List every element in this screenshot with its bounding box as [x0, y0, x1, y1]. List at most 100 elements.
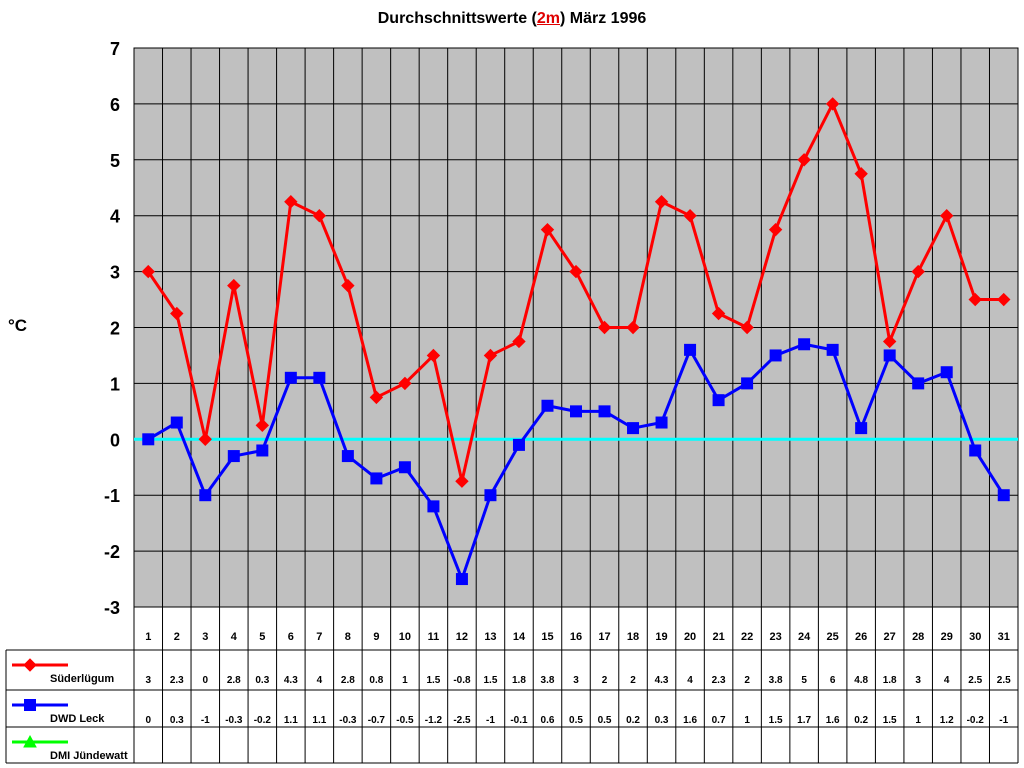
x-tick-label: 29 — [941, 631, 953, 643]
chart-title-suffix: ) März 1996 — [560, 10, 647, 27]
data-label-s-derl-gum: 2 — [630, 675, 636, 686]
data-label-s-derl-gum: 1.8 — [883, 675, 897, 686]
x-tick-label: 1 — [145, 631, 151, 643]
x-tick-label: 2 — [174, 631, 180, 643]
data-label-dwd-leck: 0 — [145, 715, 151, 726]
series-point-dwd-leck — [997, 489, 1010, 502]
series-point-dwd-leck — [541, 399, 554, 412]
data-label-dwd-leck: 1.2 — [940, 715, 954, 726]
data-label-dwd-leck: -1 — [201, 715, 210, 726]
series-point-dwd-leck — [398, 461, 411, 474]
data-label-s-derl-gum: 5 — [801, 675, 807, 686]
x-tick-label: 31 — [998, 631, 1010, 643]
series-point-s-derl-gum — [683, 208, 697, 223]
data-label-s-derl-gum: 1.5 — [426, 675, 440, 686]
series-point-dwd-leck — [940, 366, 953, 379]
series-point-dwd-leck — [798, 338, 811, 351]
series-point-s-derl-gum — [170, 306, 184, 321]
chart-title-prefix: Durchschnittswerte ( — [377, 10, 537, 27]
series-point-dwd-leck — [313, 371, 326, 384]
data-label-dwd-leck: 0.7 — [712, 715, 726, 726]
data-label-s-derl-gum: 0.3 — [255, 675, 269, 686]
series-point-s-derl-gum — [911, 264, 925, 279]
series-point-s-derl-gum — [141, 264, 155, 279]
data-label-dwd-leck: 0.3 — [170, 715, 184, 726]
y-axis-label: °C — [8, 316, 28, 335]
series-point-dwd-leck — [655, 416, 668, 429]
data-label-dwd-leck: 1.5 — [769, 715, 783, 726]
series-point-s-derl-gum — [369, 390, 384, 405]
data-label-s-derl-gum: 4 — [944, 675, 950, 686]
x-tick-label: 18 — [627, 631, 639, 643]
data-label-dwd-leck: 1.6 — [826, 715, 840, 726]
x-tick-label: 23 — [769, 631, 781, 643]
series-point-dwd-leck — [199, 489, 212, 502]
series-point-s-derl-gum — [483, 348, 498, 363]
data-label-dwd-leck: 0.5 — [569, 715, 583, 726]
series-point-dwd-leck — [627, 422, 640, 435]
x-tick-label: 12 — [456, 631, 468, 643]
x-tick-label: 17 — [598, 631, 610, 643]
data-label-s-derl-gum: 3 — [915, 675, 921, 686]
series-point-s-derl-gum — [740, 320, 754, 335]
series-point-s-derl-gum — [882, 334, 897, 349]
x-tick-label: 13 — [484, 631, 496, 643]
legend-marker-dwd-leck — [24, 699, 36, 711]
data-label-dwd-leck: 0.6 — [541, 715, 555, 726]
data-label-dwd-leck: 1.6 — [683, 715, 697, 726]
series-point-s-derl-gum — [540, 222, 555, 237]
data-label-s-derl-gum: 4.8 — [854, 675, 868, 686]
x-tick-label: 8 — [345, 631, 351, 643]
series-point-dwd-leck — [883, 349, 896, 362]
data-label-dwd-leck: 1.5 — [883, 715, 897, 726]
data-label-s-derl-gum: 0 — [203, 675, 209, 686]
data-label-s-derl-gum: -0.8 — [453, 675, 471, 686]
y-tick-label: 7 — [110, 39, 120, 59]
legend-label-dmi-j-ndewatt: DMI Jündewatt — [50, 750, 128, 762]
series-point-s-derl-gum — [797, 153, 811, 167]
x-tick-label: 5 — [259, 631, 265, 643]
series-point-s-derl-gum — [626, 320, 640, 335]
x-tick-label: 22 — [741, 631, 753, 643]
data-label-dwd-leck: 1.1 — [284, 715, 298, 726]
data-label-s-derl-gum: 4 — [317, 675, 323, 686]
series-point-dwd-leck — [341, 450, 354, 463]
data-label-dwd-leck: 0.2 — [854, 715, 868, 726]
data-label-dwd-leck: -1 — [999, 715, 1008, 726]
data-label-s-derl-gum: 3 — [145, 675, 151, 686]
series-point-s-derl-gum — [854, 167, 868, 181]
x-tick-label: 21 — [712, 631, 724, 643]
data-label-s-derl-gum: 6 — [830, 675, 836, 686]
x-tick-label: 14 — [513, 631, 526, 643]
series-point-dwd-leck — [598, 405, 611, 418]
series-point-dwd-leck — [570, 405, 582, 418]
data-label-dwd-leck: -0.3 — [225, 715, 243, 726]
data-label-dwd-leck: 1 — [744, 715, 750, 726]
x-tick-label: 20 — [684, 631, 696, 643]
y-tick-label: 2 — [110, 319, 120, 339]
series-point-s-derl-gum — [284, 195, 298, 209]
data-label-dwd-leck: 0.5 — [598, 715, 612, 726]
data-label-s-derl-gum: 2.3 — [170, 675, 184, 686]
data-label-dwd-leck: 1.7 — [797, 715, 811, 726]
x-tick-label: 7 — [316, 631, 322, 643]
series-point-dwd-leck — [284, 371, 297, 384]
series-point-s-derl-gum — [940, 208, 954, 223]
data-label-s-derl-gum: 1 — [402, 675, 408, 686]
data-label-dwd-leck: -0.2 — [967, 715, 985, 726]
chart-title-highlight: 2m — [536, 10, 560, 27]
data-label-dwd-leck: -1.2 — [425, 715, 443, 726]
x-tick-label: 30 — [969, 631, 981, 643]
data-label-dwd-leck: -0.3 — [339, 715, 357, 726]
data-label-s-derl-gum: 3 — [573, 675, 579, 686]
x-tick-label: 25 — [827, 631, 839, 643]
data-label-dwd-leck: -1 — [486, 715, 495, 726]
series-point-dwd-leck — [227, 450, 240, 463]
series-point-dwd-leck — [684, 343, 697, 356]
data-label-dwd-leck: 0.3 — [655, 715, 669, 726]
legend-marker-s-derl-gum — [23, 658, 37, 672]
x-tick-label: 3 — [202, 631, 208, 643]
series-point-s-derl-gum — [997, 292, 1011, 307]
data-label-s-derl-gum: 2.5 — [968, 675, 982, 686]
